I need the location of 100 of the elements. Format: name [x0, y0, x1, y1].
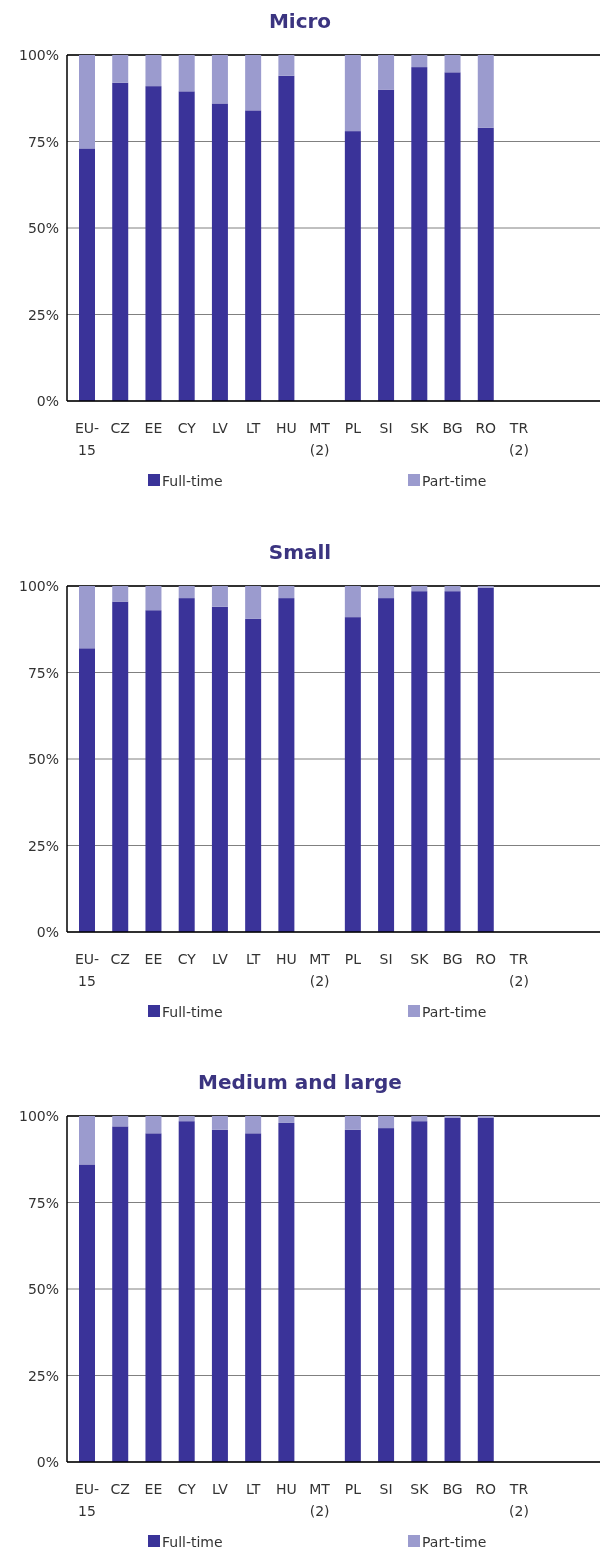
bar	[411, 1116, 428, 1122]
bar	[378, 89, 395, 401]
x-tick-label: CZ	[110, 951, 130, 967]
x-tick-label: CY	[177, 1481, 197, 1497]
x-tick-label: HU	[275, 951, 297, 967]
y-tick-label: 0%	[36, 393, 59, 409]
x-tick-label: BG	[442, 951, 463, 967]
bar	[211, 586, 228, 607]
legend-label: Full-time	[162, 1534, 223, 1550]
bar	[112, 586, 129, 602]
bar	[112, 1126, 129, 1462]
bar	[145, 586, 162, 611]
y-tick-label: 50%	[27, 220, 59, 236]
bar	[211, 1116, 228, 1130]
x-tick-label: SI	[379, 951, 393, 967]
bar	[344, 1129, 361, 1462]
x-tick-label: SI	[379, 1481, 393, 1497]
bar	[378, 1116, 395, 1129]
bar	[477, 587, 494, 932]
bar	[79, 586, 95, 649]
bar	[344, 617, 361, 932]
x-tick-label: EU-15	[74, 1481, 100, 1519]
bar	[178, 598, 195, 932]
x-tick-label: LT	[245, 1481, 261, 1497]
bar	[245, 1133, 262, 1462]
y-tick-label: 100%	[18, 47, 59, 63]
x-tick-label: MT (2)	[309, 1481, 331, 1519]
bar	[178, 91, 195, 401]
x-tick-label: RO	[475, 420, 497, 436]
x-tick-label: BG	[442, 420, 463, 436]
chart-title: Medium and large	[198, 1070, 402, 1094]
y-tick-label: 75%	[27, 664, 59, 681]
bar	[79, 55, 95, 149]
bar	[278, 1122, 295, 1462]
x-tick-label: EU-15	[74, 420, 100, 458]
x-tick-label: PL	[344, 1481, 362, 1497]
x-tick-label: EU-15	[74, 951, 100, 989]
x-tick-label: EE	[144, 1481, 163, 1497]
bar	[245, 586, 262, 619]
bar	[79, 648, 95, 932]
bar	[245, 55, 262, 111]
bar	[112, 1116, 129, 1127]
bar	[477, 1117, 494, 1462]
x-tick-label: CZ	[110, 1481, 130, 1497]
x-tick-label: RO	[475, 951, 497, 967]
x-tick-label: PL	[344, 951, 362, 967]
bar	[444, 591, 461, 932]
y-tick-label: 75%	[27, 133, 59, 150]
bar	[178, 55, 195, 92]
bar	[278, 586, 295, 599]
bar	[378, 55, 395, 90]
bar	[245, 1116, 262, 1134]
x-tick-label: EE	[144, 420, 163, 436]
y-tick-label: 75%	[27, 1194, 59, 1211]
bar	[411, 586, 428, 592]
x-tick-label: CY	[177, 420, 197, 436]
bar	[245, 618, 262, 932]
x-tick-label: CY	[177, 951, 197, 967]
x-tick-label: LV	[212, 420, 229, 436]
bar	[145, 86, 162, 401]
x-tick-label: BG	[442, 1481, 463, 1497]
x-tick-label: LT	[245, 951, 261, 967]
bar	[112, 601, 129, 932]
bar	[278, 1116, 295, 1123]
bar	[411, 55, 428, 68]
bar	[444, 72, 461, 401]
bar	[411, 591, 428, 932]
bar	[145, 610, 162, 932]
bar	[178, 1116, 195, 1122]
y-tick-label: 50%	[27, 1281, 59, 1297]
x-tick-label: CZ	[110, 420, 130, 436]
x-tick-label: PL	[344, 420, 362, 436]
bar	[344, 131, 361, 401]
x-tick-label: LT	[245, 420, 261, 436]
y-tick-label: 100%	[18, 578, 59, 594]
x-tick-label: MT (2)	[309, 951, 331, 989]
bar	[211, 55, 228, 104]
x-tick-label: RO	[475, 1481, 497, 1497]
legend-label: Full-time	[162, 473, 223, 489]
bar	[112, 55, 129, 83]
bar	[245, 110, 262, 401]
bar	[477, 127, 494, 401]
legend-label: Part-time	[422, 473, 487, 489]
x-tick-label: SK	[410, 420, 430, 436]
bar	[145, 1116, 162, 1134]
bar	[444, 586, 461, 592]
chart-title: Small	[268, 540, 332, 564]
y-tick-label: 0%	[36, 1454, 59, 1470]
bar	[344, 586, 361, 618]
bar	[211, 1129, 228, 1462]
x-tick-label: SK	[410, 951, 430, 967]
bar	[344, 1116, 361, 1130]
bar	[411, 67, 428, 401]
bar	[278, 598, 295, 932]
x-tick-label: SK	[410, 1481, 430, 1497]
legend-label: Part-time	[422, 1534, 487, 1550]
x-tick-label: HU	[275, 420, 297, 436]
bar	[211, 103, 228, 401]
x-tick-label: TR (2)	[508, 951, 529, 989]
x-tick-label: TR (2)	[508, 420, 529, 458]
